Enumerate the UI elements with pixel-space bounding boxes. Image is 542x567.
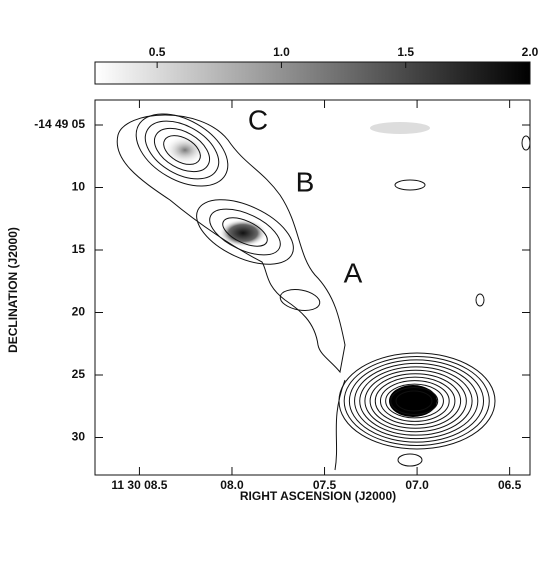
contour <box>154 127 210 173</box>
y-tick-label: -14 49 05 <box>34 117 85 131</box>
contour <box>135 113 229 187</box>
annotation: A <box>344 257 363 288</box>
x-tick-label: 11 30 08.5 <box>111 478 167 492</box>
y-tick-label: 10 <box>72 180 86 194</box>
contour <box>521 135 531 151</box>
contour <box>343 355 490 447</box>
contour <box>338 352 496 450</box>
contour <box>379 380 450 422</box>
contour <box>364 369 467 433</box>
y-axis-label: DECLINATION (J2000) <box>6 227 20 353</box>
gray-blob <box>370 122 430 134</box>
contour <box>374 376 456 426</box>
x-tick-label: 07.5 <box>313 478 337 492</box>
y-tick-label: 15 <box>72 242 86 256</box>
x-tick-label: 06.5 <box>498 478 522 492</box>
colorbar-tick-label: 2.0 <box>522 45 539 59</box>
y-tick-label: 25 <box>72 367 86 381</box>
y-tick-label: 30 <box>72 430 86 444</box>
contour <box>475 293 485 307</box>
annotation: B <box>296 166 315 197</box>
contour <box>279 289 321 311</box>
x-axis-label: RIGHT ASCENSION (J2000) <box>240 489 396 503</box>
colorbar-tick-label: 1.0 <box>273 45 290 59</box>
contour <box>397 453 423 467</box>
colorbar-tick-label: 0.5 <box>149 45 166 59</box>
contour <box>116 114 346 374</box>
contour <box>209 208 281 256</box>
contour <box>354 362 479 440</box>
y-tick-label: 20 <box>72 305 86 319</box>
contour <box>222 217 268 247</box>
contour <box>395 390 433 412</box>
contour <box>334 379 346 471</box>
contour <box>163 135 201 165</box>
gray-blob <box>219 219 267 247</box>
x-tick-label: 07.0 <box>405 478 429 492</box>
contour <box>348 359 485 443</box>
x-tick-label: 08.0 <box>220 478 244 492</box>
annotation: C <box>248 104 268 135</box>
contour <box>390 387 439 415</box>
contours <box>116 113 531 471</box>
colorbar-tick-label: 1.5 <box>397 45 414 59</box>
contour <box>385 383 444 419</box>
contour <box>369 373 462 429</box>
contour <box>394 179 426 191</box>
contour <box>144 120 220 180</box>
contour <box>196 199 294 265</box>
contour <box>359 366 473 436</box>
colorbar <box>94 61 531 85</box>
gray-blob <box>163 135 207 165</box>
